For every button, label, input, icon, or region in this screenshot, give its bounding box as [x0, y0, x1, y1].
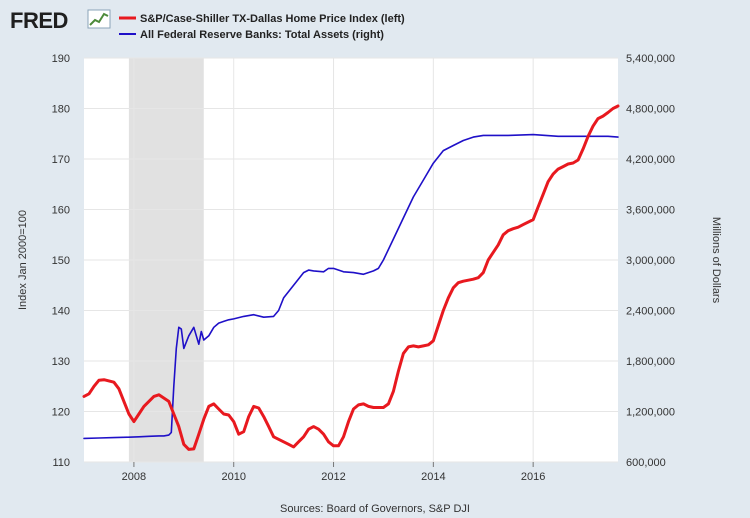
- right-tick-label: 5,400,000: [626, 53, 675, 65]
- right-tick-label: 1,800,000: [626, 356, 675, 368]
- fred-logo-graph-icon: [87, 9, 111, 29]
- right-tick-label: 2,400,000: [626, 306, 675, 318]
- left-tick-label: 110: [52, 457, 70, 469]
- x-tick-label: 2016: [521, 471, 545, 483]
- left-tick-label: 150: [52, 255, 70, 267]
- series-line-fed-assets: [83, 133, 619, 440]
- left-tick-label: 120: [52, 407, 70, 419]
- fred-logo[interactable]: FRED: [10, 8, 111, 33]
- x-tick-label: 2010: [221, 471, 245, 483]
- x-tick-label: 2012: [321, 471, 345, 483]
- left-tick-label: 170: [52, 154, 70, 166]
- right-tick-label: 3,600,000: [626, 205, 675, 217]
- right-tick-label: 4,200,000: [626, 154, 675, 166]
- left-axis-ticks: 110 120 130 140 150 160 170 180 190: [52, 53, 70, 469]
- x-axis-ticks: 2008 2010 2012 2014 2016: [122, 462, 545, 483]
- left-axis-title: Index Jan 2000=100: [17, 210, 29, 310]
- legend: S&P/Case-Shiller TX-Dallas Home Price In…: [119, 13, 405, 41]
- fred-logo-text: FRED: [10, 8, 68, 33]
- right-tick-label: 600,000: [626, 457, 666, 469]
- right-tick-label: 1,200,000: [626, 407, 675, 419]
- series-layer: [82, 104, 620, 451]
- left-tick-label: 160: [52, 205, 70, 217]
- left-tick-label: 140: [52, 306, 70, 318]
- right-tick-label: 3,000,000: [626, 255, 675, 267]
- left-tick-label: 180: [52, 104, 70, 116]
- right-tick-label: 4,800,000: [626, 104, 675, 116]
- legend-label-dallas-hpi: S&P/Case-Shiller TX-Dallas Home Price In…: [140, 13, 405, 25]
- series-line-dallas-hpi: [82, 104, 620, 451]
- x-tick-label: 2008: [122, 471, 146, 483]
- x-tick-label: 2014: [421, 471, 445, 483]
- left-tick-label: 190: [52, 53, 70, 65]
- gridlines: [84, 57, 618, 463]
- right-axis-title: Millions of Dollars: [710, 217, 722, 304]
- legend-label-fed-assets: All Federal Reserve Banks: Total Assets …: [140, 29, 384, 41]
- source-note: Sources: Board of Governors, S&P DJI: [280, 503, 470, 515]
- left-tick-label: 130: [52, 356, 70, 368]
- right-axis-ticks: 600,000 1,200,000 1,800,000 2,400,000 3,000,…: [626, 53, 675, 469]
